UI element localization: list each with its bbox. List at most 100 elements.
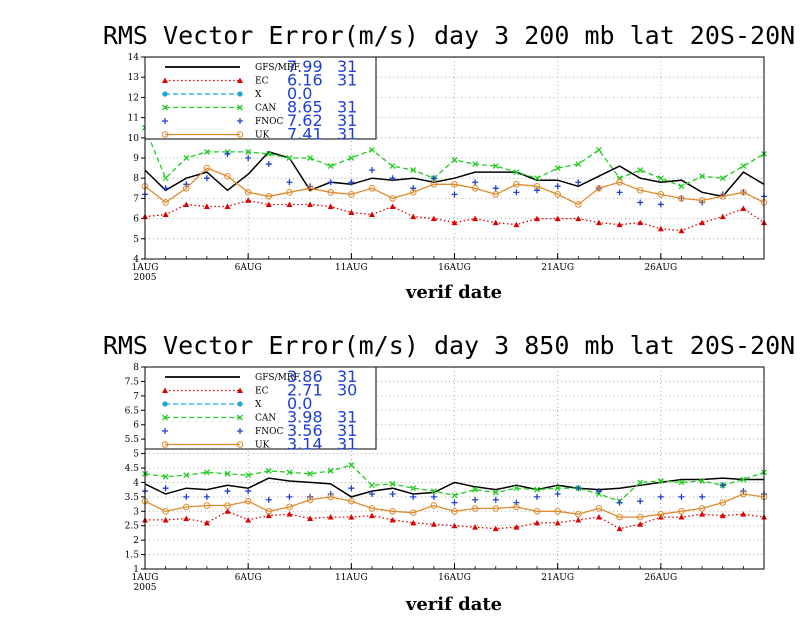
data-point [224, 172, 231, 180]
data-point [451, 499, 458, 506]
data-point [369, 482, 375, 489]
y-tick-label: 1.5 [125, 551, 140, 561]
data-point [534, 215, 541, 222]
data-point [286, 493, 293, 500]
data-point [575, 215, 582, 222]
data-point [410, 167, 417, 174]
data-point [719, 512, 726, 519]
data-point [389, 516, 396, 523]
data-point [451, 191, 458, 198]
data-point [327, 467, 334, 474]
data-point [492, 163, 499, 170]
data-point [307, 515, 314, 521]
data-point [740, 205, 747, 211]
data-point [513, 524, 520, 530]
data-point [513, 221, 520, 228]
data-point [678, 507, 685, 515]
data-point [678, 183, 685, 190]
legend-marker [162, 77, 168, 83]
y-tick-label: 14 [128, 53, 140, 63]
data-point [327, 189, 335, 196]
data-point [162, 485, 169, 492]
x-tick-label: 16AUG [438, 263, 471, 273]
data-point [554, 485, 561, 492]
legend-marker [237, 77, 243, 83]
data-point [616, 178, 623, 186]
data-point [368, 505, 376, 512]
data-point [472, 161, 479, 168]
data-point [616, 499, 623, 506]
x-tick-label: 26AUG [644, 263, 677, 273]
data-point [471, 505, 479, 512]
data-point [657, 175, 664, 182]
data-point [306, 185, 314, 192]
legend-label: FNOC [255, 117, 283, 127]
data-point [657, 191, 665, 198]
data-point [389, 480, 396, 487]
data-point [410, 519, 417, 526]
legend-mean: 3.14 [287, 435, 323, 454]
legend-count: 31 [337, 71, 357, 90]
data-point [678, 479, 685, 486]
data-point [472, 524, 479, 530]
data-point [162, 507, 169, 515]
data-point [286, 179, 293, 186]
y-tick-label: 7 [133, 392, 139, 402]
data-point [224, 150, 231, 157]
data-point [740, 163, 747, 170]
data-point [389, 195, 396, 202]
data-point [306, 496, 314, 504]
legend-marker [237, 414, 243, 421]
series-ec [142, 197, 767, 234]
x-tick-label: 1AUG [132, 263, 159, 273]
plot-frame [144, 366, 765, 570]
data-point [389, 163, 396, 170]
legend-box [144, 366, 377, 450]
data-point [430, 175, 437, 182]
data-point [698, 197, 706, 204]
data-point [513, 503, 520, 511]
data-point [534, 519, 541, 526]
data-point [327, 163, 334, 170]
legend-mean: 7.41 [287, 125, 323, 144]
legend-marker [162, 118, 168, 124]
data-point [368, 490, 375, 497]
series-line [144, 493, 765, 518]
data-point [637, 498, 644, 505]
x-tick-label: 26AUG [644, 573, 677, 583]
data-point [307, 155, 314, 161]
data-point [327, 514, 334, 520]
legend-count: 31 [337, 57, 357, 76]
legend-marker [237, 401, 243, 407]
data-point [575, 510, 582, 518]
y-tick-label: 7.5 [125, 377, 140, 387]
y-tick-label: 12 [128, 93, 139, 103]
legend-mean: 6.16 [287, 71, 323, 90]
data-point [410, 213, 417, 220]
data-point [430, 493, 437, 500]
data-point [616, 513, 623, 521]
y-tick-label: 3.5 [125, 493, 140, 503]
data-point [389, 175, 396, 182]
data-point [719, 499, 727, 506]
data-point [637, 479, 644, 486]
data-point [554, 215, 561, 222]
data-point [430, 502, 438, 509]
data-point [327, 179, 334, 186]
data-point [203, 493, 210, 500]
data-point [389, 490, 396, 497]
data-point [327, 493, 335, 501]
data-point [637, 199, 644, 206]
data-point [513, 485, 520, 492]
data-point [699, 173, 706, 180]
data-point [575, 485, 582, 492]
data-point [183, 201, 190, 207]
data-point [245, 155, 252, 161]
data-point [348, 191, 355, 198]
data-point [554, 183, 561, 190]
legend-label: GFS/MRF [255, 373, 300, 383]
legend-marker [237, 91, 243, 97]
y-tick-label: 4 [133, 478, 139, 488]
data-point [245, 516, 252, 523]
